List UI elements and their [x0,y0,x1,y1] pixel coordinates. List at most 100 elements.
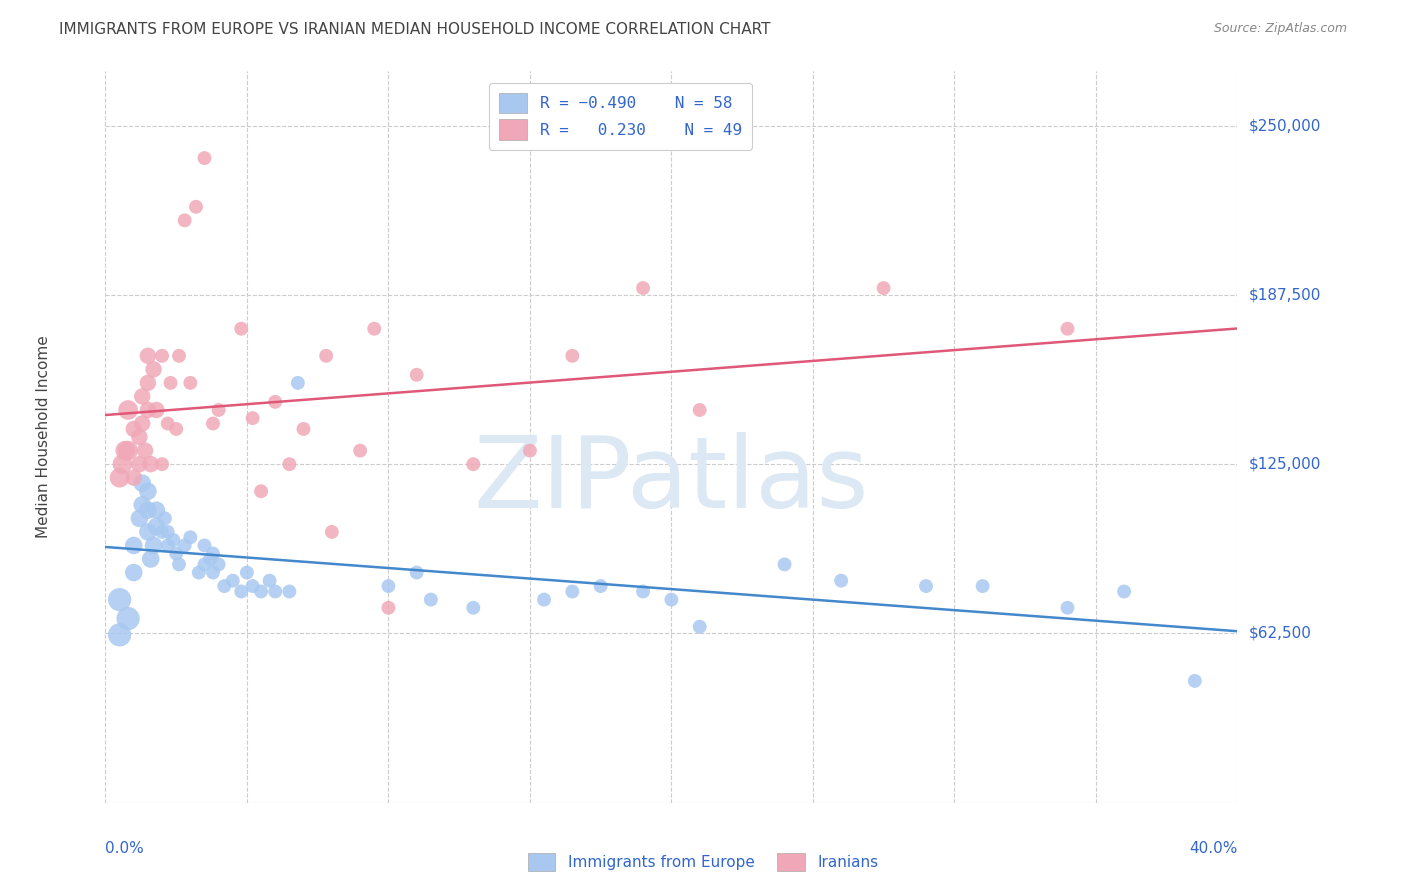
Point [156,538,179,552]
Point [159,376,181,390]
Point [463,600,485,615]
Point [321,524,343,539]
Point [122,471,145,485]
Point [136,349,159,363]
Point [142,538,165,552]
Text: $187,500: $187,500 [1249,287,1322,302]
Point [242,579,264,593]
Point [292,422,315,436]
Point [165,547,187,561]
Text: 40.0%: 40.0% [1189,841,1237,855]
Point [231,584,253,599]
Point [145,403,167,417]
Legend: R = −0.490    N = 58, R =   0.230    N = 49: R = −0.490 N = 58, R = 0.230 N = 49 [489,83,752,150]
Point [250,584,273,599]
Point [533,592,555,607]
Point [250,484,273,499]
Point [187,566,209,580]
Point [689,403,711,417]
Point [405,566,427,580]
Point [315,349,337,363]
Point [419,592,441,607]
Text: $250,000: $250,000 [1249,118,1322,133]
Point [363,322,385,336]
Point [1056,600,1078,615]
Point [278,584,301,599]
Point [156,417,179,431]
Point [201,547,224,561]
Point [184,200,207,214]
Point [162,533,184,547]
Point [661,592,683,607]
Point [165,422,187,436]
Point [561,584,583,599]
Point [208,558,231,572]
Point [128,511,150,525]
Point [117,443,139,458]
Point [114,443,136,458]
Point [131,417,153,431]
Point [1056,322,1078,336]
Point [139,457,162,471]
Point [136,403,159,417]
Point [242,411,264,425]
Point [589,579,612,593]
Point [287,376,309,390]
Point [231,322,253,336]
Point [1114,584,1136,599]
Point [145,519,167,533]
Point [377,600,399,615]
Point [153,511,176,525]
Point [193,558,215,572]
Point [167,349,190,363]
Point [150,457,173,471]
Point [139,552,162,566]
Point [134,443,156,458]
Point [193,151,215,165]
Point [264,584,287,599]
Text: ZIPatlas: ZIPatlas [474,433,869,530]
Point [150,349,173,363]
Point [142,362,165,376]
Point [150,524,173,539]
Point [349,443,371,458]
Point [136,524,159,539]
Text: $62,500: $62,500 [1249,626,1312,641]
Point [236,566,259,580]
Point [463,457,485,471]
Point [259,574,281,588]
Point [108,592,131,607]
Text: IMMIGRANTS FROM EUROPE VS IRANIAN MEDIAN HOUSEHOLD INCOME CORRELATION CHART: IMMIGRANTS FROM EUROPE VS IRANIAN MEDIAN… [59,22,770,37]
Point [872,281,894,295]
Point [173,538,195,552]
Point [108,628,131,642]
Point [156,524,179,539]
Point [972,579,994,593]
Point [179,376,201,390]
Point [122,566,145,580]
Point [208,403,231,417]
Point [631,281,654,295]
Point [111,457,134,471]
Point [198,552,221,566]
Point [108,471,131,485]
Point [173,213,195,227]
Text: 0.0%: 0.0% [105,841,145,855]
Point [519,443,541,458]
Point [915,579,938,593]
Point [122,422,145,436]
Point [117,403,139,417]
Point [214,579,236,593]
Point [136,484,159,499]
Point [773,558,796,572]
Point [222,574,245,588]
Point [377,579,399,593]
Point [264,395,287,409]
Point [117,611,139,625]
Point [128,430,150,444]
Point [201,417,224,431]
Legend: Immigrants from Europe, Iranians: Immigrants from Europe, Iranians [522,847,884,877]
Point [1184,673,1206,688]
Point [122,538,145,552]
Point [145,503,167,517]
